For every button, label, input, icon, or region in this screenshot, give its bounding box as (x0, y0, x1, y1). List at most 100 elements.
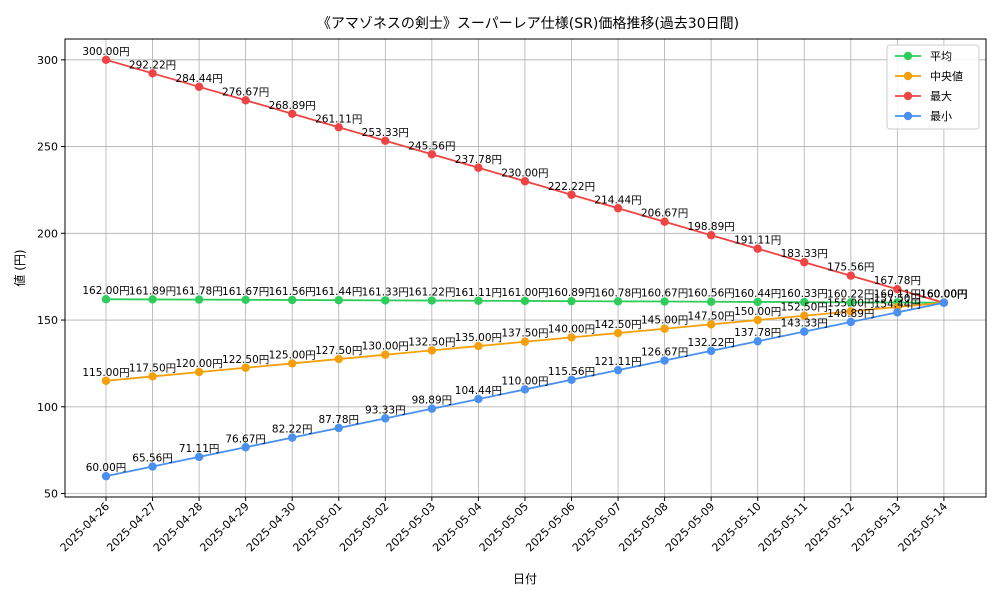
x-tick-label: 2025-05-14 (896, 500, 950, 554)
plot-frame (64, 38, 987, 498)
data-point (567, 190, 576, 199)
data-label: 161.00円 (501, 287, 548, 299)
y-tick-label: 300 (37, 54, 58, 67)
data-point (893, 308, 902, 317)
data-point (381, 136, 390, 145)
data-point (288, 109, 297, 118)
data-label: 162.00円 (82, 285, 129, 297)
data-label: 145.00円 (641, 315, 688, 327)
data-label: 110.00円 (501, 375, 548, 387)
data-label: 143.33円 (781, 318, 828, 330)
series-0 (101, 295, 949, 307)
legend-marker (903, 111, 913, 121)
data-point (194, 295, 204, 304)
data-point (660, 356, 669, 365)
data-label: 76.67円 (225, 433, 266, 445)
data-label: 175.56円 (827, 262, 874, 274)
data-label: 160.56円 (688, 288, 735, 300)
data-point (474, 394, 483, 404)
data-point (241, 443, 250, 452)
y-axis: 50 100 150 200 250 300 (37, 54, 65, 501)
data-label: 104.44円 (455, 385, 502, 397)
data-label: 130.00円 (362, 341, 409, 353)
data-point (706, 231, 716, 240)
data-point (613, 328, 623, 338)
data-point (194, 367, 204, 377)
data-label: 160.00円 (920, 289, 967, 301)
data-label: 183.33円 (781, 248, 828, 260)
data-point (893, 284, 902, 294)
data-label: 161.44円 (315, 286, 362, 298)
data-label: 65.56円 (132, 453, 173, 465)
x-axis: 2025-04-262025-04-272025-04-282025-04-29… (58, 497, 950, 554)
data-label: 120.00円 (175, 358, 222, 370)
legend-label: 中央値 (930, 70, 963, 83)
data-label: 191.11円 (734, 235, 781, 247)
data-point (846, 271, 855, 280)
data-point (567, 296, 576, 306)
y-tick-label: 100 (37, 401, 58, 414)
data-label: 253.33円 (362, 127, 409, 139)
data-point (381, 296, 390, 305)
data-point (660, 324, 669, 333)
data-label: 198.89円 (688, 221, 735, 233)
data-label: 160.33円 (781, 288, 828, 300)
data-label: 268.89円 (269, 100, 316, 112)
data-label: 276.67円 (222, 86, 269, 98)
chart-title: 《アマゾネスの剣士》スーパーレア仕様(SR)価格推移(過去30日間) (317, 16, 739, 32)
data-point (613, 204, 623, 213)
data-point (148, 69, 157, 78)
data-label: 160.00円 (920, 289, 967, 301)
data-label: 222.22円 (548, 181, 595, 193)
data-point (613, 297, 623, 306)
data-label: 300.00円 (82, 46, 129, 58)
series-layer (101, 55, 949, 481)
data-point (800, 327, 809, 336)
data-label: 155.00円 (827, 297, 874, 309)
data-label: 161.56円 (269, 286, 316, 298)
data-point (101, 55, 111, 65)
data-label: 161.22円 (408, 287, 455, 299)
data-point (427, 296, 437, 305)
data-label: 132.22円 (688, 337, 735, 349)
data-label: 284.44円 (175, 73, 222, 85)
data-label: 160.67円 (641, 288, 688, 300)
data-label: 160.00円 (920, 289, 967, 301)
data-point (753, 297, 762, 307)
data-label: 82.22円 (272, 424, 313, 436)
data-label: 161.67円 (222, 286, 269, 298)
data-label: 160.11円 (874, 289, 921, 301)
data-label: 115.56円 (548, 366, 595, 378)
legend-marker (903, 71, 913, 81)
y-tick-label: 250 (37, 141, 58, 154)
data-point (427, 404, 437, 413)
data-point (334, 123, 343, 132)
y-tick-label: 150 (37, 314, 58, 327)
data-label: 93.33円 (365, 404, 406, 416)
data-point (846, 307, 855, 316)
data-point (567, 375, 576, 384)
data-point (101, 295, 111, 304)
data-label: 121.11円 (594, 356, 641, 368)
x-axis-label: 日付 (513, 572, 537, 586)
data-label: 160.22円 (827, 288, 874, 300)
legend-marker (903, 91, 913, 101)
data-label: 126.67円 (641, 347, 688, 359)
data-point (101, 376, 111, 385)
y-tick-label: 50 (44, 488, 58, 501)
data-point (520, 337, 530, 346)
data-label: 115.00円 (82, 367, 129, 379)
data-point (706, 297, 716, 306)
y-tick-label: 200 (37, 227, 58, 240)
data-point (101, 471, 111, 481)
data-point (474, 341, 483, 351)
data-point (520, 385, 530, 394)
data-point (520, 296, 530, 306)
data-label: 150.00円 (734, 306, 781, 318)
data-label: 245.56円 (408, 140, 455, 152)
data-point (241, 96, 250, 105)
legend-marker (903, 51, 913, 61)
data-point (800, 297, 809, 307)
